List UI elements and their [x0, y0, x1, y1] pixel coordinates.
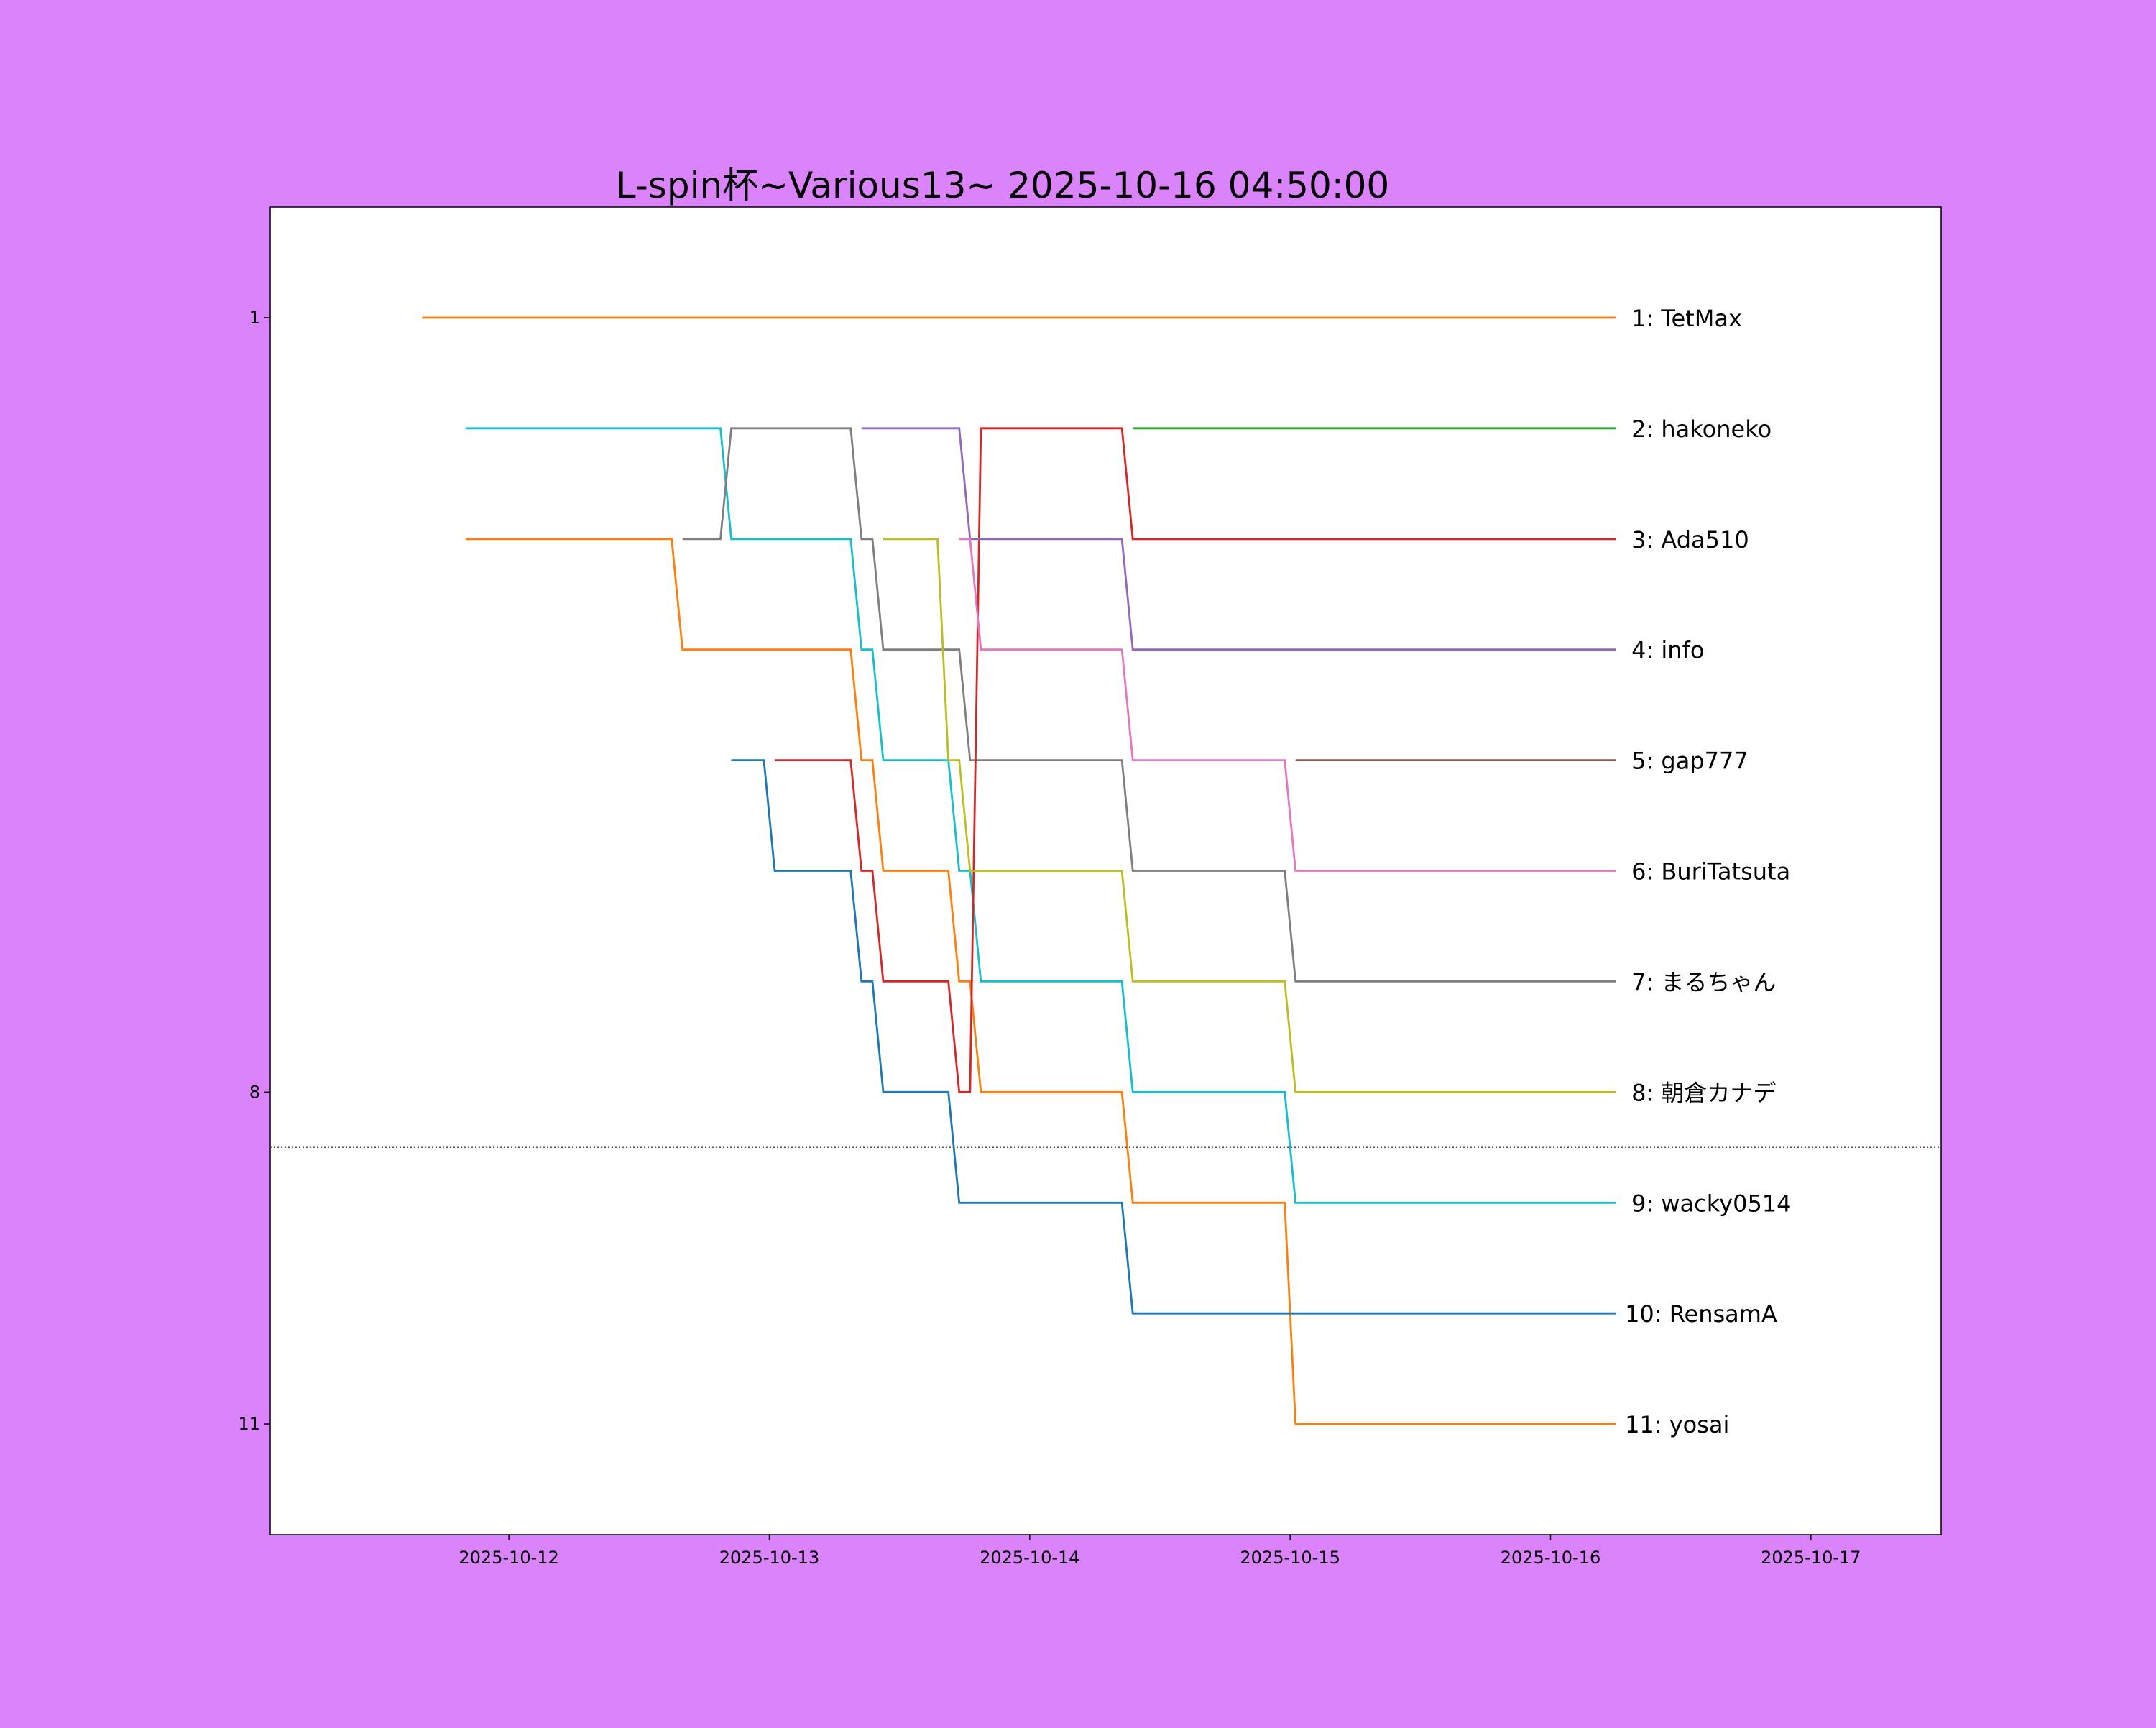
end-label-9: 9: wacky0514 [1631, 1190, 1791, 1217]
x-axis-ticks: 2025-10-12 2025-10-13 2025-10-14 2025-10-15… [459, 1535, 1861, 1568]
end-label-4: 4: info [1631, 637, 1704, 664]
x-tick-label-2025-10-16: 2025-10-16 [1501, 1548, 1600, 1568]
chart-title: L-spin杯~Various13~ 2025-10-16 04:50:00 [616, 165, 1389, 206]
end-label-11: 11: yosai [1625, 1411, 1729, 1438]
x-tick-label-2025-10-12: 2025-10-12 [459, 1548, 558, 1568]
end-label-10: 10: RensamA [1625, 1300, 1777, 1328]
x-tick-label-2025-10-13: 2025-10-13 [719, 1548, 819, 1568]
series-line-4 [682, 427, 1616, 983]
series-line-5 [731, 759, 1616, 1315]
end-label-7: 7: まるちゃん [1631, 968, 1776, 996]
series-line-8 [883, 538, 1616, 1093]
end-label-5: 5: gap777 [1631, 748, 1749, 775]
end-label-8: 8: 朝倉カナデ [1631, 1079, 1776, 1106]
end-label-1: 1: TetMax [1631, 305, 1742, 332]
x-tick-label-2025-10-15: 2025-10-15 [1240, 1548, 1340, 1568]
series-line-6 [775, 427, 1616, 1093]
end-label-2: 2: hakoneko [1631, 415, 1772, 443]
series-line-7 [861, 427, 1616, 651]
y-tick-label-8: 8 [249, 1082, 260, 1102]
x-tick-label-2025-10-14: 2025-10-14 [980, 1548, 1079, 1568]
series-layer [270, 316, 1941, 1425]
x-tick-label-2025-10-17: 2025-10-17 [1761, 1548, 1861, 1568]
end-label-3: 3: Ada510 [1631, 526, 1749, 553]
series-line-2 [465, 427, 1616, 1204]
series-line-3 [465, 538, 1616, 1425]
end-label-6: 6: BuriTatsuta [1631, 858, 1790, 886]
series-line-9 [959, 538, 1616, 872]
y-tick-label-1: 1 [249, 308, 260, 328]
y-tick-label-11: 11 [238, 1414, 260, 1434]
end-labels-layer: 1: TetMax 2: hakoneko 3: Ada510 4: info 5: g… [1625, 305, 1791, 1438]
